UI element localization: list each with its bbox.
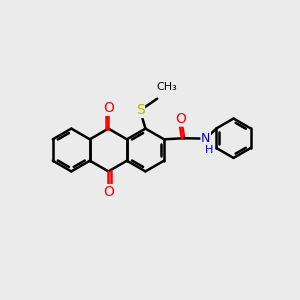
Text: O: O — [103, 101, 114, 115]
Text: S: S — [136, 103, 145, 117]
Text: O: O — [103, 185, 114, 199]
Text: CH₃: CH₃ — [157, 82, 177, 92]
Text: H: H — [205, 146, 213, 155]
Text: N: N — [201, 132, 210, 145]
Text: O: O — [176, 112, 187, 126]
